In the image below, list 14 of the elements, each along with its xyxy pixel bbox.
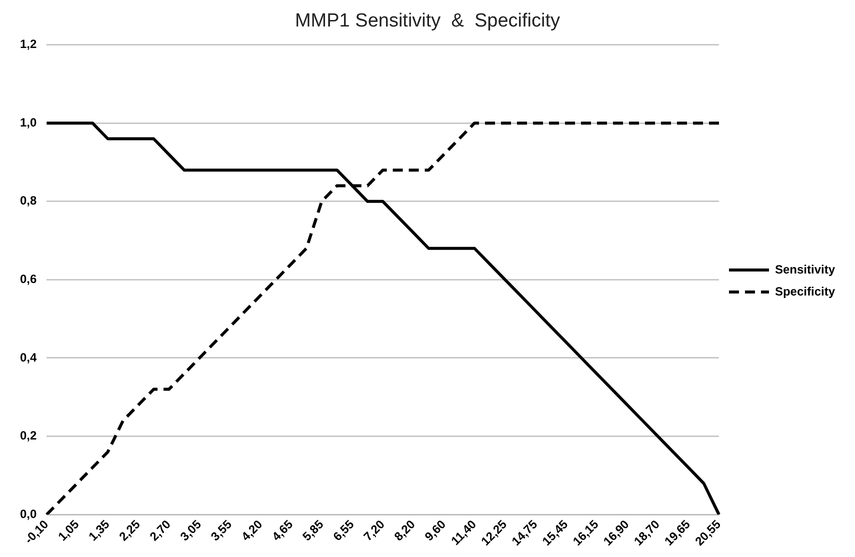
legend-label: Specificity	[774, 284, 836, 298]
y-tick-label: 0,0	[20, 506, 37, 521]
y-tick-label: 1,0	[20, 115, 37, 130]
x-tick-label: 8,20	[391, 517, 418, 544]
legend-label: Sensitivity	[774, 262, 836, 276]
y-tick-label: 0,2	[20, 428, 37, 443]
x-tick-label: 7,20	[360, 517, 388, 544]
y-tick-label: 0,6	[20, 272, 37, 286]
x-tick-label: 4,20	[238, 517, 266, 544]
y-tick-label: 0,8	[20, 194, 37, 208]
y-tick-label: 1,2	[20, 37, 37, 52]
y-tick-label: 0,4	[20, 350, 37, 364]
x-tick-label: 9,60	[422, 517, 449, 544]
chart-title: MMP1 Sensitivity & Specificity	[294, 10, 560, 32]
